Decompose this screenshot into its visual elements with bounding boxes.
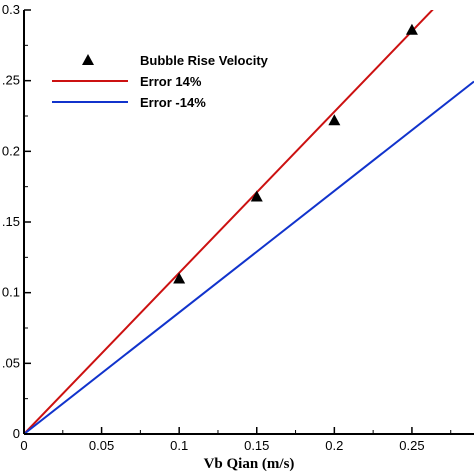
x-tick-label: 0.2 bbox=[325, 438, 343, 453]
y-tick-label: 0.1 bbox=[2, 285, 20, 300]
y-tick-label: 0.3 bbox=[2, 2, 20, 17]
y-tick-label: .05 bbox=[2, 355, 20, 370]
x-tick-label: 0 bbox=[20, 438, 27, 453]
data-point bbox=[328, 114, 341, 126]
x-axis-title: Vb Qian (m/s) bbox=[204, 456, 295, 472]
legend-label: Bubble Rise Velocity bbox=[140, 53, 269, 68]
x-tick-label: 0.05 bbox=[89, 438, 114, 453]
legend-marker-triangle bbox=[82, 54, 94, 65]
series-line-1 bbox=[24, 10, 434, 434]
data-point bbox=[250, 190, 263, 202]
legend-label: Error -14% bbox=[140, 95, 206, 110]
y-tick-label: 0 bbox=[13, 426, 20, 441]
legend-label: Error 14% bbox=[140, 74, 202, 89]
x-tick-label: 0.15 bbox=[244, 438, 269, 453]
y-tick-label: 0.2 bbox=[2, 143, 20, 158]
y-tick-label: .15 bbox=[2, 214, 20, 229]
x-tick-label: 0.1 bbox=[170, 438, 188, 453]
data-point bbox=[173, 272, 186, 284]
x-tick-label: 0.25 bbox=[399, 438, 424, 453]
data-point bbox=[405, 23, 418, 35]
series-line-2 bbox=[24, 80, 474, 434]
y-tick-label: .25 bbox=[2, 73, 20, 88]
